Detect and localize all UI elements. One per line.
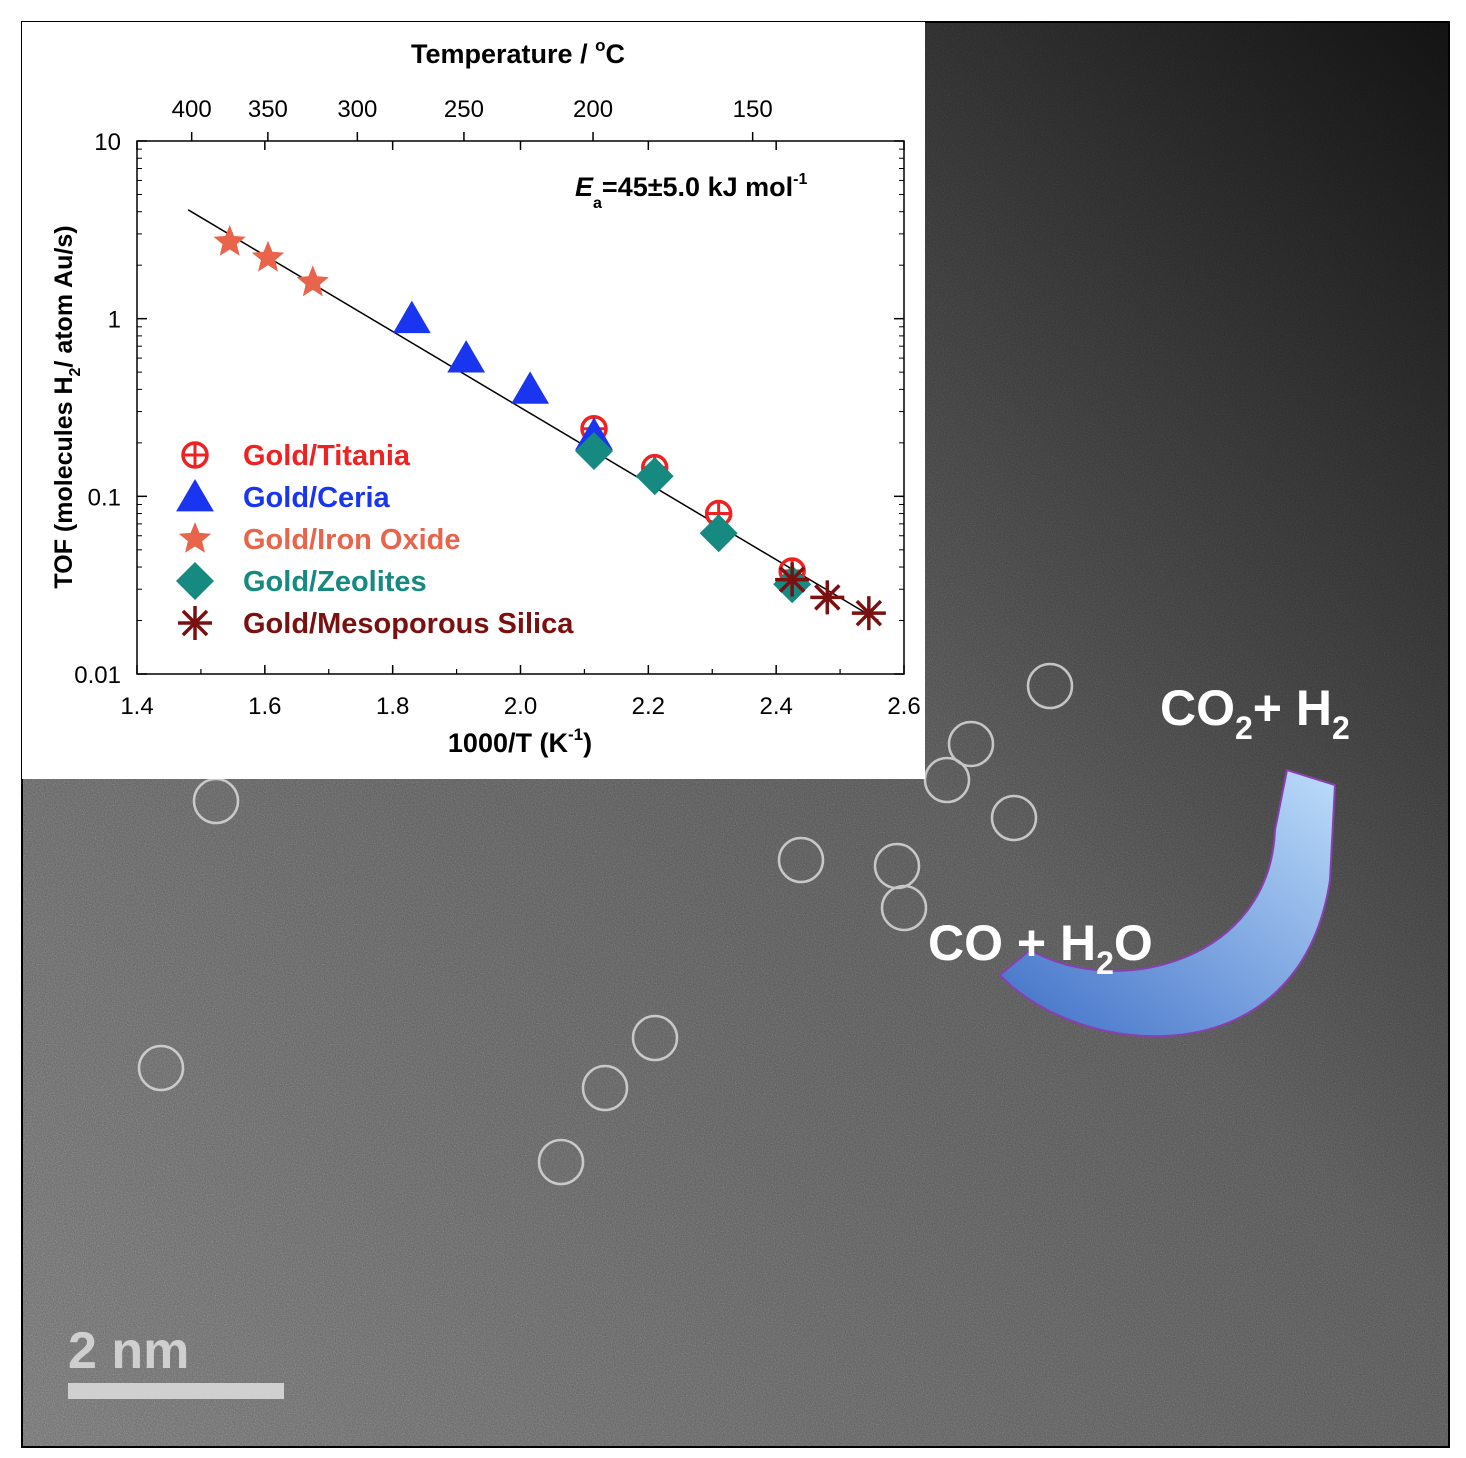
x-tick-label: 1.4 xyxy=(120,693,153,720)
data-point xyxy=(852,596,886,630)
top-tick-label: 150 xyxy=(733,96,773,123)
y-tick-label: 1 xyxy=(108,307,121,334)
data-point xyxy=(775,563,809,597)
data-point xyxy=(810,580,844,614)
legend-marker xyxy=(178,606,212,640)
x-tick-label: 2.6 xyxy=(887,693,920,720)
top-tick-label: 400 xyxy=(172,96,212,123)
x-tick-label: 1.8 xyxy=(376,693,409,720)
y-tick-label: 0.01 xyxy=(74,662,121,689)
top-tick-label: 200 xyxy=(573,96,613,123)
legend-label: Gold/Titania xyxy=(243,440,411,472)
top-tick-label: 250 xyxy=(444,96,484,123)
legend-label: Gold/Iron Oxide xyxy=(243,524,461,556)
top-tick-label: 300 xyxy=(337,96,377,123)
chart-background xyxy=(22,22,925,779)
x-tick-label: 2.2 xyxy=(632,693,665,720)
x-tick-label: 2.4 xyxy=(759,693,792,720)
legend-label: Gold/Ceria xyxy=(243,482,391,514)
x-tick-label: 2.0 xyxy=(504,693,537,720)
legend-label: Gold/Zeolites xyxy=(243,566,427,598)
arrhenius-chart: Temperature / oC TOF (molecules H2/ atom… xyxy=(22,22,925,779)
y-tick-label: 10 xyxy=(94,129,121,156)
top-axis-title: Temperature / oC xyxy=(411,36,625,69)
legend-label: Gold/Mesoporous Silica xyxy=(243,608,574,640)
x-tick-label: 1.6 xyxy=(248,693,281,720)
scale-bar-label: 2 nm xyxy=(68,1322,189,1380)
top-tick-label: 350 xyxy=(248,96,288,123)
legend-marker xyxy=(183,443,207,467)
y-tick-label: 0.1 xyxy=(88,484,121,511)
